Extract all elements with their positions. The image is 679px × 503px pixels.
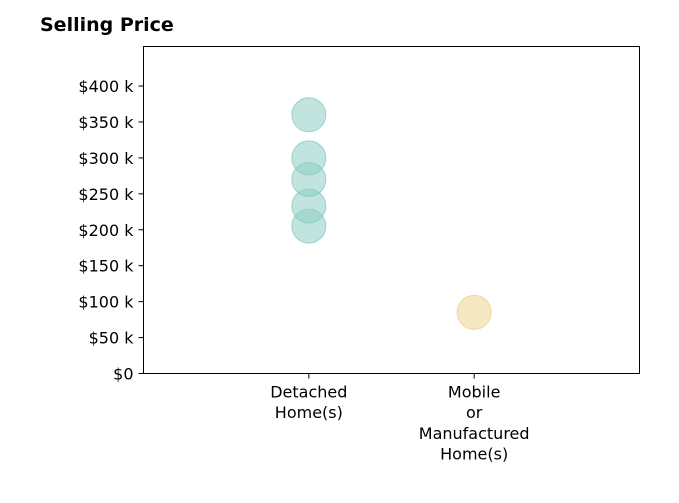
x-tick-label-line: Home(s) xyxy=(440,445,508,464)
x-tick-label: Mobile or Manufactured Home(s) xyxy=(419,383,530,464)
data-point xyxy=(291,97,327,133)
x-tick-label-line: Manufactured xyxy=(419,424,530,443)
y-tick-label: $0 xyxy=(113,365,133,384)
y-axis: $0 $50 k $100 k $150 k $200 k $250 k $300 k $35… xyxy=(78,77,144,384)
y-tick-label: $400 k xyxy=(78,77,134,96)
y-tick-label: $250 k xyxy=(78,185,134,204)
x-tick-label-line: Home(s) xyxy=(275,403,343,422)
x-tick-label-line: Mobile xyxy=(448,383,500,402)
y-tick-label: $150 k xyxy=(78,257,134,276)
y-tick-label: $200 k xyxy=(78,221,134,240)
y-tick-label: $50 k xyxy=(89,329,135,348)
x-tick-label-line: or xyxy=(466,403,483,422)
x-tick-label: Detached Home(s) xyxy=(270,383,347,423)
data-point xyxy=(291,140,327,176)
x-tick-label-line: Detached xyxy=(270,383,347,402)
chart-marks xyxy=(291,97,492,330)
plot-frame xyxy=(143,46,640,374)
data-point xyxy=(456,294,492,330)
y-tick-label: $300 k xyxy=(78,149,134,168)
y-tick-label: $350 k xyxy=(78,113,134,132)
y-tick-label: $100 k xyxy=(78,293,134,312)
chart-title: Selling Price xyxy=(40,14,174,36)
x-axis: Detached Home(s)Mobile or Manufactured Home(… xyxy=(270,373,530,464)
